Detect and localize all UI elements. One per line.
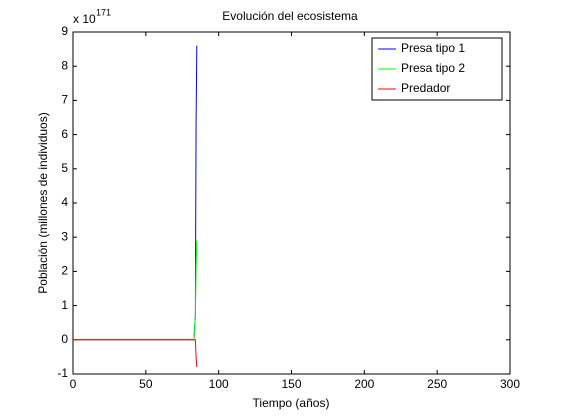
y-tick-label: -1	[57, 366, 68, 380]
y-axis-label: Población (millones de individuos)	[36, 112, 50, 293]
x-tick-label: 50	[139, 377, 153, 391]
y-tick-label: 3	[61, 229, 68, 243]
y-tick-label: 0	[61, 332, 68, 346]
x-tick-label: 100	[209, 377, 229, 391]
x-tick-label: 300	[500, 377, 520, 391]
y-tick-label: 7	[61, 93, 68, 107]
y-tick-label: 1	[61, 298, 68, 312]
plot-lines	[73, 45, 198, 368]
series-line	[73, 339, 198, 368]
x-axis-label: Tiempo (años)	[253, 396, 330, 410]
scale-exponent: 171	[96, 7, 111, 17]
y-tick-label: 6	[61, 127, 68, 141]
y-tick-label: 4	[61, 195, 68, 209]
chart-title: Evolución del ecosistema	[222, 9, 358, 23]
y-tick-label: 8	[61, 58, 68, 72]
x-tick-label: 0	[70, 377, 77, 391]
y-tick-label: 2	[61, 264, 68, 278]
legend-label: Presa tipo 1	[401, 41, 465, 55]
legend-label: Presa tipo 2	[401, 61, 465, 75]
x-tick-label: 150	[281, 377, 301, 391]
x-tick-label: 200	[354, 377, 374, 391]
x-tick-label: 250	[427, 377, 447, 391]
y-tick-label: 9	[61, 24, 68, 38]
legend-label: Predador	[401, 81, 450, 95]
y-tick-label: 5	[61, 161, 68, 175]
scale-label: x 10	[73, 12, 96, 26]
